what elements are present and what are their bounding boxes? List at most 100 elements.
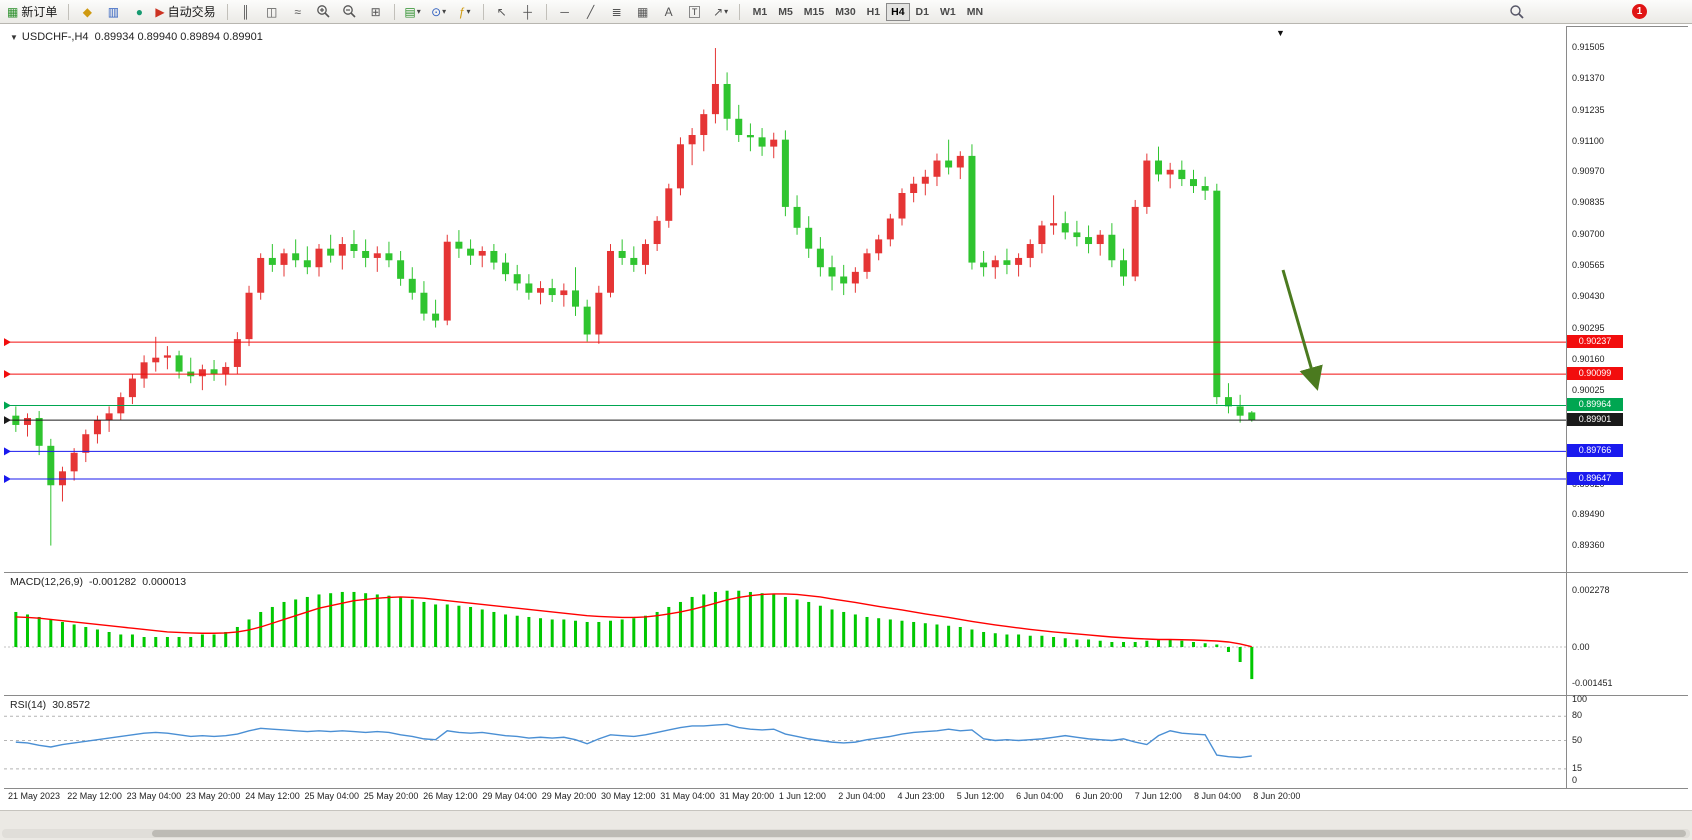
scrollbar-thumb[interactable] xyxy=(152,830,1686,837)
time-axis-label: 31 May 04:00 xyxy=(660,791,715,801)
data-window-button[interactable]: ▥ xyxy=(101,2,125,22)
text-icon: A xyxy=(664,4,673,19)
macd-histogram-bar xyxy=(807,601,811,647)
grid-icon: ▦ xyxy=(636,4,649,19)
timeframe-button-h1[interactable]: H1 xyxy=(866,5,881,18)
macd-histogram-bar xyxy=(632,618,636,647)
bar-chart-icon: ║ xyxy=(241,4,250,19)
periods-button[interactable]: ⊙ ▾ xyxy=(427,2,451,22)
macd-histogram-bar xyxy=(597,621,601,647)
candle-body xyxy=(408,278,416,293)
candle-body xyxy=(175,355,183,372)
time-axis-label: 2 Jun 04:00 xyxy=(838,791,886,801)
indicators-button[interactable]: ƒ ▾ xyxy=(453,2,477,22)
crosshair-button[interactable]: ┼ xyxy=(516,2,540,22)
macd-histogram-bar xyxy=(935,624,939,647)
trendline-button[interactable]: ╱ xyxy=(579,2,603,22)
timeframe-button-m15[interactable]: M15 xyxy=(803,5,825,18)
timeframe-button-d1[interactable]: D1 xyxy=(915,5,929,18)
candle-body xyxy=(1120,260,1128,277)
navigator-button[interactable]: ● xyxy=(127,2,151,22)
price-axis-label: 0.91370 xyxy=(1572,73,1605,84)
line-chart-button[interactable]: ≈ xyxy=(286,2,310,22)
time-axis-label: 23 May 20:00 xyxy=(185,791,241,801)
horizontal-scrollbar[interactable] xyxy=(2,829,1690,838)
candle-body xyxy=(572,290,580,307)
candle-body xyxy=(198,369,206,377)
macd-histogram-bar xyxy=(60,621,64,647)
macd-histogram-bar xyxy=(678,601,682,647)
candle-body xyxy=(1050,223,1058,226)
timeframe-button-mn[interactable]: MN xyxy=(966,5,984,18)
time-axis-separator xyxy=(4,788,1688,789)
rsi-chart[interactable] xyxy=(4,696,1566,788)
zoom-in-button[interactable] xyxy=(312,2,336,22)
macd-panel-separator[interactable] xyxy=(4,572,1688,573)
macd-histogram-bar xyxy=(562,619,566,647)
candle-body xyxy=(688,135,696,145)
price-tag: 0.90099 xyxy=(1567,367,1623,381)
macd-histogram-bar xyxy=(702,594,706,647)
candle-body xyxy=(362,250,370,258)
time-axis-label: 23 May 04:00 xyxy=(126,791,182,801)
chart-expand-icon[interactable]: ▼ xyxy=(1276,28,1285,38)
new-order-button[interactable]: ▦ 新订单 xyxy=(5,2,62,22)
text-button[interactable]: A xyxy=(657,2,681,22)
bar-chart-button[interactable]: ║ xyxy=(234,2,258,22)
tile-windows-button[interactable]: ⊞ xyxy=(364,2,388,22)
macd-histogram-bar xyxy=(1180,640,1184,647)
chart-menu-icon[interactable]: ▼ xyxy=(10,33,18,42)
text-label-button[interactable]: T xyxy=(683,2,707,22)
market-watch-button[interactable]: ◆ xyxy=(75,2,99,22)
macd-histogram-bar xyxy=(457,605,461,647)
crosshair-icon: ┼ xyxy=(523,4,532,19)
time-axis-label: 6 Jun 04:00 xyxy=(1016,791,1064,801)
candle-body xyxy=(956,155,964,168)
candle-body xyxy=(140,362,148,379)
candle-body xyxy=(1026,244,1034,258)
timeframe-button-h4[interactable]: H4 xyxy=(886,2,910,21)
fibonacci-button[interactable]: ≣ xyxy=(605,2,629,22)
candle-body xyxy=(968,155,976,263)
horizontal-line-button[interactable]: ─ xyxy=(553,2,577,22)
candle-body xyxy=(432,313,440,321)
candle-body xyxy=(47,445,55,486)
timeframe-button-m30[interactable]: M30 xyxy=(835,5,856,18)
candle-body xyxy=(327,248,335,256)
main-chart[interactable] xyxy=(4,26,1566,572)
macd-histogram-bar xyxy=(25,614,29,647)
arrows-button[interactable]: ↗ ▾ xyxy=(709,2,733,22)
new-chart-button[interactable]: ▤ ▾ xyxy=(401,2,425,22)
candle-body xyxy=(1085,237,1093,245)
macd-histogram-bar xyxy=(340,591,344,647)
time-axis-label: 1 Jun 12:00 xyxy=(778,791,826,801)
macd-histogram-bar xyxy=(224,631,228,647)
notification-badge[interactable]: 1 xyxy=(1632,4,1647,19)
candle-body xyxy=(467,248,475,256)
macd-histogram-bar xyxy=(772,594,776,647)
toolbar-separator xyxy=(226,3,228,20)
auto-trading-button[interactable]: ▶ 自动交易 xyxy=(153,2,220,22)
zoom-out-button[interactable] xyxy=(338,2,362,22)
macd-histogram-bar xyxy=(1052,636,1056,647)
timeframe-button-w1[interactable]: W1 xyxy=(939,5,956,18)
candle-body xyxy=(1108,234,1116,261)
timeframe-button-m1[interactable]: M1 xyxy=(752,5,768,18)
grid-button[interactable]: ▦ xyxy=(631,2,655,22)
candle-body xyxy=(548,288,556,296)
chevron-down-icon: ▾ xyxy=(442,7,447,16)
macd-chart[interactable] xyxy=(4,573,1566,695)
timeframe-button-m5[interactable]: M5 xyxy=(778,5,793,18)
macd-histogram-bar xyxy=(1028,635,1032,647)
market-watch-icon: ◆ xyxy=(82,4,92,19)
candle-body xyxy=(513,274,521,284)
rsi-panel-separator[interactable] xyxy=(4,695,1688,696)
macd-histogram-bar xyxy=(982,631,986,647)
candle-body xyxy=(315,248,323,268)
candle-body xyxy=(711,83,719,115)
search-icon[interactable] xyxy=(1509,4,1525,20)
macd-histogram-bar xyxy=(212,634,216,647)
hline-left-marker xyxy=(4,401,11,410)
cursor-button[interactable]: ↖ xyxy=(490,2,514,22)
candlestick-chart-button[interactable]: ◫ xyxy=(260,2,284,22)
